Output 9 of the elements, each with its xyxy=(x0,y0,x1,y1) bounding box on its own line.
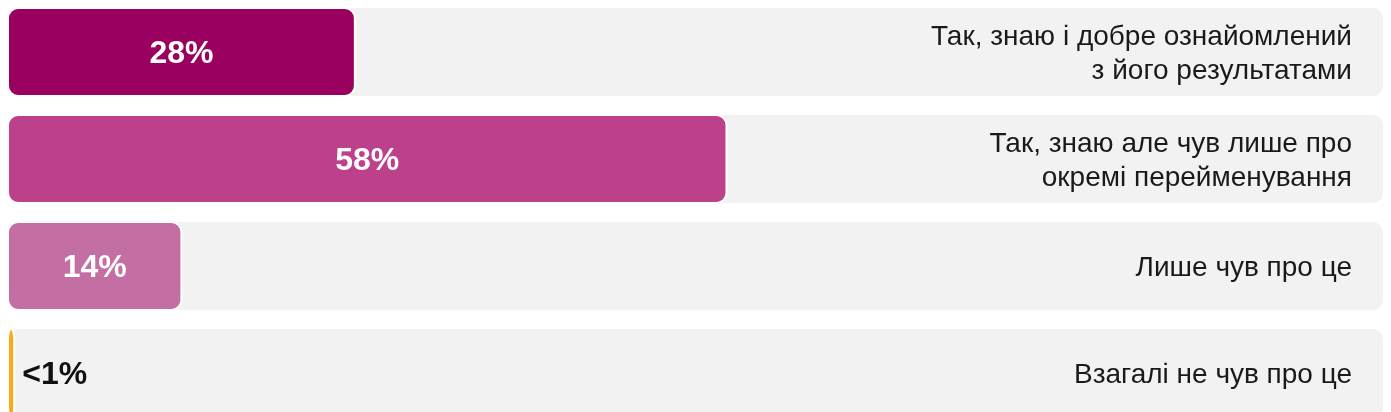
y-tick-label: Взагалі не чув про це xyxy=(1073,357,1352,389)
data-label: 28% xyxy=(149,34,214,71)
y-tick-label: Так, знаю і добре ознайомлений з його результатами xyxy=(931,19,1352,85)
data-label: 14% xyxy=(62,248,127,285)
data-label: <1% xyxy=(22,355,88,392)
y-tick-label: Так, знаю але чув лише про окремі перейменування xyxy=(989,126,1352,192)
y-tick-label: Лише чув про це xyxy=(1135,250,1352,282)
bar xyxy=(7,221,183,311)
data-label: 58% xyxy=(335,141,400,178)
